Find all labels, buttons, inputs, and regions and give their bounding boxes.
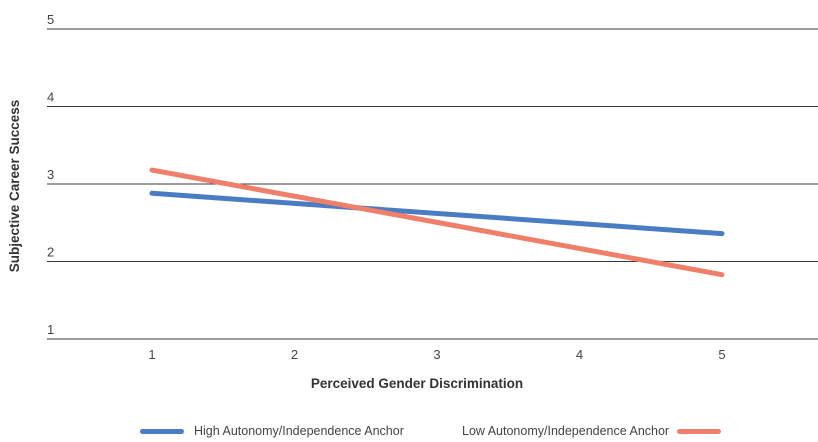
legend-label-low: Low Autonomy/Independence Anchor: [462, 424, 670, 438]
y-tick-label: 3: [47, 167, 54, 182]
series-line-high: [149, 190, 725, 237]
y-tick-label: 4: [47, 90, 54, 105]
legend-item-high: High Autonomy/Independence Anchor: [140, 424, 404, 438]
gridlines: [47, 28, 818, 340]
series-lines: [149, 167, 725, 278]
legend: High Autonomy/Independence Anchor Low Au…: [0, 424, 818, 442]
legend-swatch-high: [140, 428, 184, 434]
x-tick-label: 4: [576, 347, 583, 362]
legend-label-high: High Autonomy/Independence Anchor: [194, 424, 404, 438]
series-line-low: [149, 167, 725, 278]
y-axis-title: Subjective Career Success: [7, 100, 22, 273]
x-tick-label: 5: [718, 347, 725, 362]
legend-item-low: Low Autonomy/Independence Anchor: [462, 424, 722, 438]
y-tick-label: 2: [47, 245, 54, 260]
x-axis-title: Perceived Gender Discrimination: [311, 376, 523, 391]
x-tick-labels: 1 2 3 4 5: [148, 347, 725, 362]
legend-swatch-low: [677, 428, 722, 434]
x-tick-label: 2: [291, 347, 298, 362]
y-tick-labels: 1 2 3 4 5: [47, 12, 54, 337]
x-tick-label: 3: [433, 347, 440, 362]
y-tick-label: 1: [47, 322, 54, 337]
x-tick-label: 1: [148, 347, 155, 362]
y-tick-label: 5: [47, 12, 54, 27]
